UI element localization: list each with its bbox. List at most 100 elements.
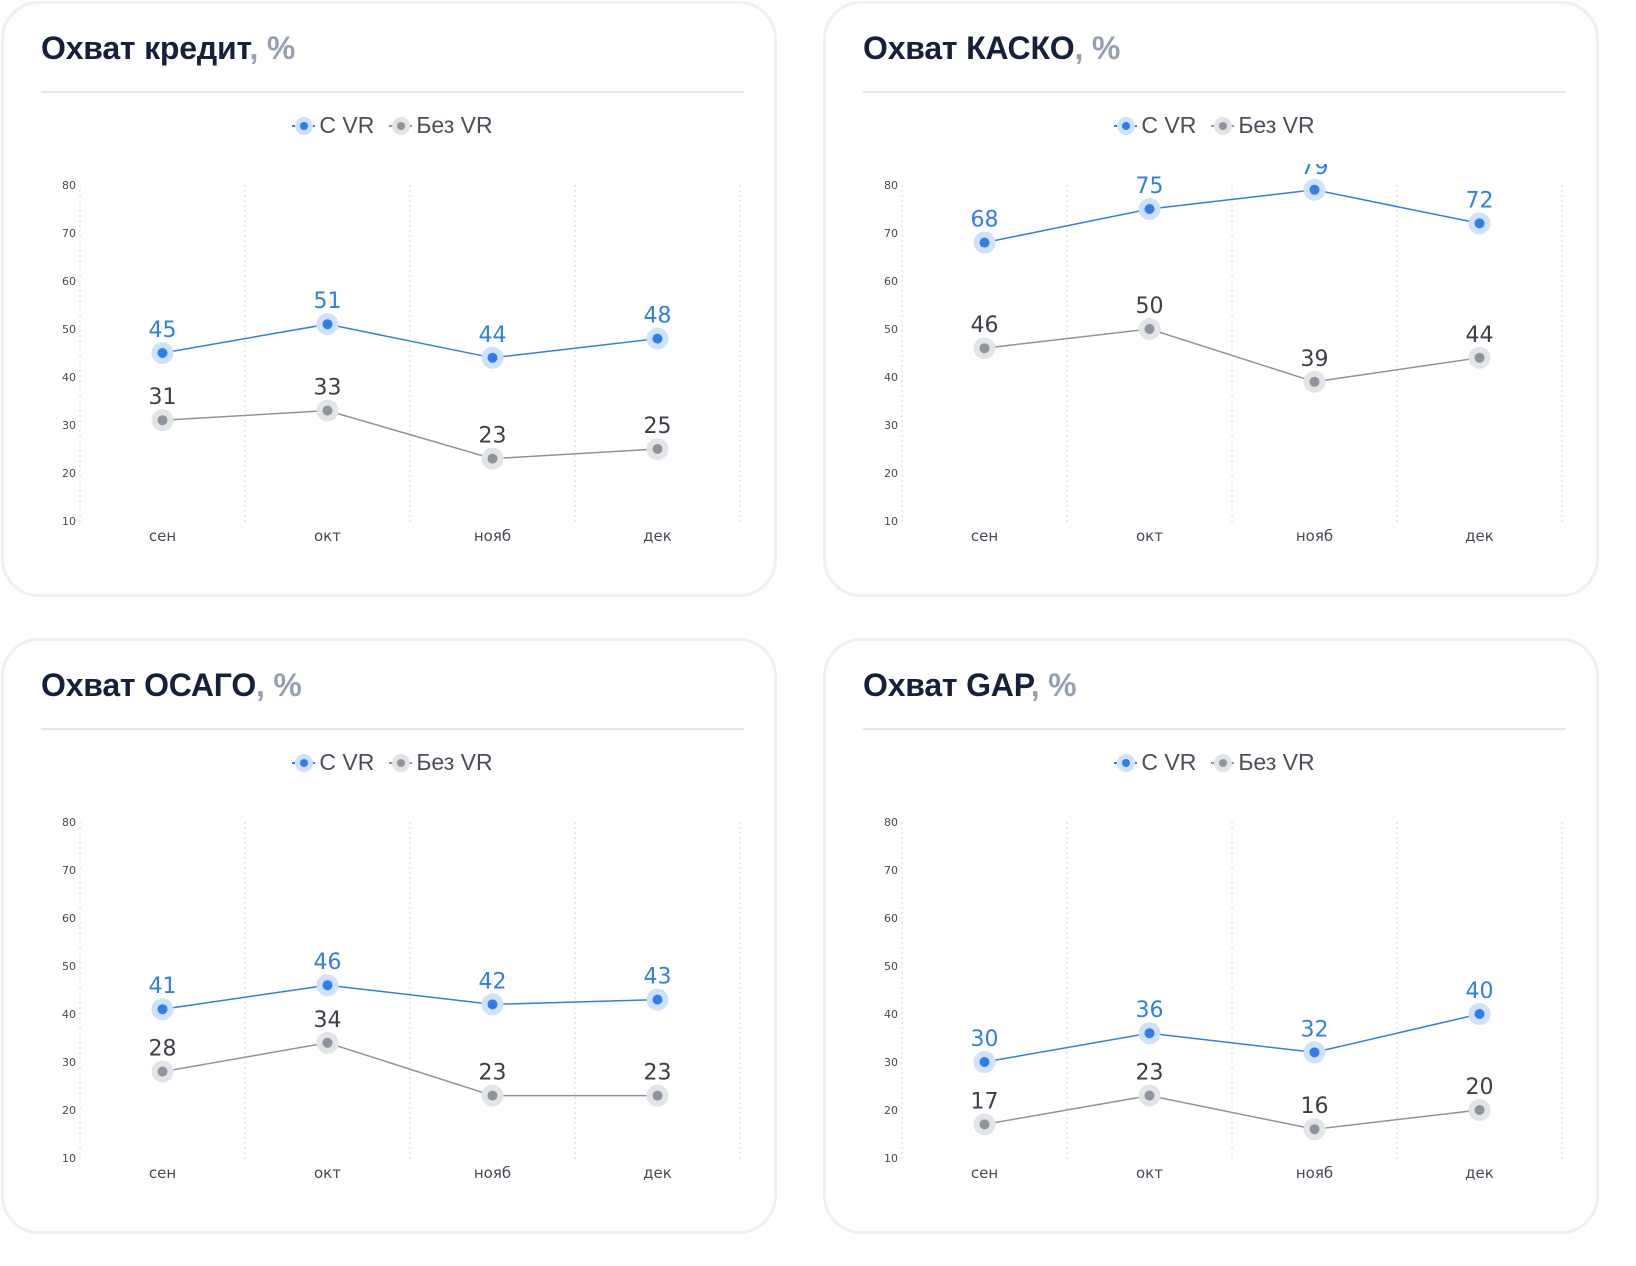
data-label-without-vr: 39 — [1301, 347, 1329, 372]
data-label-with-vr: 48 — [644, 304, 672, 329]
data-point-with-vr — [1474, 1009, 1485, 1019]
legend-marker-without-vr-icon — [389, 753, 414, 772]
x-tick-label: окт — [314, 1164, 341, 1182]
data-label-without-vr: 28 — [149, 1037, 177, 1062]
y-tick-label: 10 — [62, 1152, 76, 1165]
y-tick-label: 30 — [884, 1056, 898, 1069]
data-label-without-vr: 50 — [1136, 294, 1164, 319]
data-label-with-vr: 51 — [314, 289, 342, 314]
data-point-without-vr — [487, 453, 498, 464]
legend-item-without-vr[interactable]: Без VR — [1210, 112, 1315, 139]
data-point-with-vr — [487, 352, 498, 363]
x-tick-label: дек — [643, 1164, 672, 1182]
x-tick-label: сен — [971, 527, 998, 545]
y-tick-label: 20 — [62, 1104, 76, 1117]
data-label-with-vr: 45 — [149, 318, 177, 343]
legend-item-without-vr[interactable]: Без VR — [1210, 749, 1315, 776]
data-point-without-vr — [979, 343, 990, 354]
y-tick-label: 80 — [62, 816, 76, 829]
legend-label-with-vr: С VR — [319, 749, 375, 775]
data-label-with-vr: 41 — [149, 974, 177, 999]
title-divider — [41, 728, 744, 730]
y-tick-label: 20 — [62, 467, 76, 480]
data-label-with-vr: 72 — [1466, 188, 1494, 213]
y-tick-label: 60 — [62, 912, 76, 925]
data-label-with-vr: 44 — [479, 323, 507, 348]
data-label-without-vr: 33 — [314, 376, 342, 401]
y-tick-label: 40 — [62, 371, 76, 384]
y-tick-label: 20 — [884, 1104, 898, 1117]
legend-marker-with-vr-icon — [292, 116, 317, 135]
data-label-without-vr: 23 — [1136, 1061, 1164, 1086]
y-tick-label: 70 — [62, 864, 76, 877]
data-point-without-vr — [652, 1090, 663, 1101]
legend-label-without-vr: Без VR — [416, 112, 493, 138]
data-point-without-vr — [322, 405, 333, 416]
chart-card-credit: Охват кредит, % С VR Без VR 80 70 60 50 40 30… — [1, 1, 777, 597]
x-tick-label: сен — [149, 1164, 176, 1182]
data-label-without-vr: 25 — [644, 414, 672, 439]
y-tick-label: 70 — [884, 864, 898, 877]
chart-legend: С VR Без VR — [4, 749, 780, 776]
legend-label-without-vr: Без VR — [416, 749, 493, 775]
legend-marker-with-vr-icon — [1114, 116, 1139, 135]
y-tick-label: 80 — [884, 179, 898, 192]
legend-label-without-vr: Без VR — [1238, 112, 1315, 138]
y-tick-label: 40 — [884, 371, 898, 384]
y-tick-label: 10 — [62, 515, 76, 528]
series-line-with-vr — [162, 984, 658, 1010]
data-point-without-vr — [652, 444, 663, 454]
chart-title-unit: , % — [249, 30, 296, 66]
data-point-with-vr — [487, 999, 498, 1010]
data-label-without-vr: 23 — [479, 1061, 507, 1086]
legend-marker-without-vr-icon — [1211, 753, 1236, 772]
legend-item-with-vr[interactable]: С VR — [291, 112, 374, 139]
data-label-without-vr: 16 — [1301, 1094, 1329, 1119]
data-point-without-vr — [322, 1037, 333, 1048]
data-point-with-vr — [322, 980, 333, 991]
chart-title: Охват ОСАГО, % — [41, 667, 302, 703]
legend-label-with-vr: С VR — [1141, 112, 1197, 138]
data-label-without-vr: 44 — [1466, 323, 1494, 348]
x-tick-label: окт — [1136, 1164, 1163, 1182]
x-tick-label: окт — [1136, 527, 1163, 545]
y-tick-label: 10 — [884, 1152, 898, 1165]
data-label-with-vr: 75 — [1136, 174, 1164, 199]
legend-item-with-vr[interactable]: С VR — [291, 749, 374, 776]
data-label-with-vr: 36 — [1136, 998, 1164, 1023]
chart-title: Охват КАСКО, % — [863, 30, 1121, 66]
x-tick-label: нояб — [1296, 1164, 1333, 1182]
series-line-with-vr — [984, 1013, 1480, 1063]
legend-item-with-vr[interactable]: С VR — [1113, 112, 1196, 139]
chart-card-kasko: Охват КАСКО, % С VR Без VR 80 70 60 50 40 30 2… — [823, 1, 1599, 597]
title-divider — [863, 728, 1566, 730]
data-label-with-vr: 68 — [971, 208, 999, 233]
data-label-with-vr: 42 — [479, 969, 507, 994]
data-label-without-vr: 17 — [971, 1089, 999, 1114]
legend-item-with-vr[interactable]: С VR — [1113, 749, 1196, 776]
title-divider — [863, 91, 1566, 93]
data-point-without-vr — [1474, 1105, 1485, 1115]
y-tick-label: 30 — [884, 419, 898, 432]
y-tick-label: 70 — [884, 227, 898, 240]
data-point-with-vr — [979, 1057, 990, 1067]
data-label-without-vr: 31 — [149, 385, 177, 410]
data-point-without-vr — [487, 1090, 498, 1101]
legend-marker-without-vr-icon — [389, 116, 414, 135]
legend-item-without-vr[interactable]: Без VR — [388, 749, 493, 776]
y-tick-label: 40 — [884, 1008, 898, 1021]
legend-label-without-vr: Без VR — [1238, 749, 1315, 775]
legend-item-without-vr[interactable]: Без VR — [388, 112, 493, 139]
chart-title: Охват кредит, % — [41, 30, 296, 66]
series-line-with-vr — [984, 189, 1480, 244]
data-point-with-vr — [157, 348, 168, 358]
x-tick-label: нояб — [474, 527, 511, 545]
data-label-with-vr: 79 — [1301, 164, 1329, 180]
chart-legend: С VR Без VR — [826, 749, 1602, 776]
x-tick-label: дек — [1465, 1164, 1494, 1182]
chart-card-gap: Охват GAP, % С VR Без VR 80 70 60 50 40 30 20 1… — [823, 638, 1599, 1234]
y-tick-label: 30 — [62, 1056, 76, 1069]
y-tick-label: 60 — [884, 912, 898, 925]
data-label-with-vr: 43 — [644, 965, 672, 990]
y-tick-label: 50 — [62, 323, 76, 336]
